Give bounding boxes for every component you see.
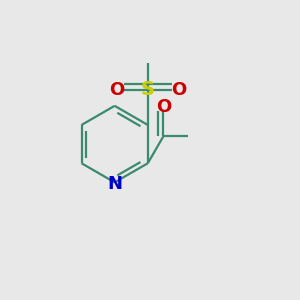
Text: O: O [157, 98, 172, 116]
Text: S: S [141, 80, 155, 99]
Text: O: O [110, 81, 125, 99]
Text: O: O [171, 81, 186, 99]
Text: N: N [108, 176, 123, 194]
